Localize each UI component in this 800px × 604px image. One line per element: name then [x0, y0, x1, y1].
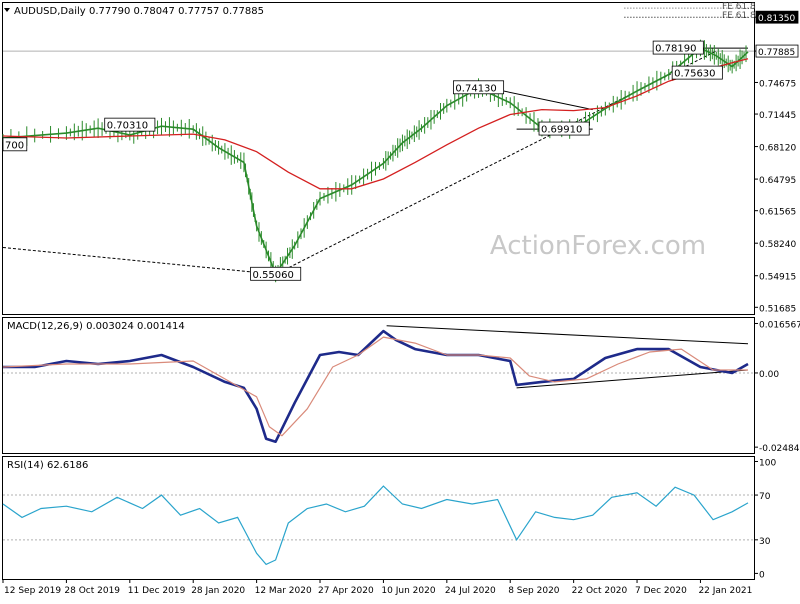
x-tick-label: 10 Jun 2020	[381, 586, 435, 596]
rsi-header: RSI(14) 62.6186	[7, 460, 88, 471]
y-tick-label: 100	[759, 458, 776, 468]
x-tick-label: 12 Sep 2019	[4, 586, 61, 596]
x-tick-label: 22 Oct 2020	[572, 586, 628, 596]
price-ohlc-label: 0.77790 0.78047 0.77757 0.77885	[89, 6, 264, 17]
x-tick-label: 11 Dec 2019	[128, 586, 186, 596]
dropdown-triangle-icon	[4, 8, 10, 12]
fe-label-1: FE 61.8	[722, 2, 756, 12]
macd-header: MACD(12,26,9) 0.003024 0.001414	[7, 321, 185, 332]
rsi-series	[2, 485, 749, 566]
price-annotation-label: 0.69910	[541, 125, 582, 136]
macd-trend-line	[516, 369, 749, 389]
y-tick-label: 0.61565	[759, 208, 796, 218]
y-tick-label: 0.016567	[759, 320, 800, 330]
x-tick-label: 28 Jan 2020	[191, 586, 245, 596]
macd-trend-line	[386, 325, 749, 345]
price-panel	[2, 2, 755, 315]
x-tick-label: 8 Sep 2020	[508, 586, 560, 596]
x-tick-label: 28 Oct 2019	[64, 586, 120, 596]
y-tick-label: 0.00	[759, 370, 779, 380]
y-tick-label: 0.81350	[758, 14, 795, 24]
y-tick-label: 0.64795	[759, 176, 796, 186]
price-symbol-label: AUDUSD,Daily	[14, 6, 86, 17]
y-tick-label: 0.58240	[759, 240, 796, 250]
y-tick-label: -0.02484	[759, 444, 800, 454]
x-tick-label: 24 Jul 2020	[445, 586, 496, 596]
macd-panel	[2, 317, 755, 454]
price-annotation-box	[453, 80, 505, 95]
x-tick-label: 27 Apr 2020	[318, 586, 374, 596]
fe-price-badge	[755, 10, 799, 24]
x-tick-label: 12 Mar 2020	[255, 586, 312, 596]
price-annotation-box	[652, 40, 704, 55]
fe-label-2: FE 61.8	[722, 11, 756, 21]
y-tick-label: 0.77885	[758, 48, 795, 58]
moving-average-series	[2, 58, 749, 190]
x-tick-label: 7 Dec 2020	[635, 586, 687, 596]
trend-line	[2, 247, 276, 275]
signal-series	[2, 336, 748, 437]
y-tick-label: 70	[759, 492, 771, 502]
chart-marks: 12 Sep 2019 28 Oct 2019 11 Dec 2019 28 Jan …	[2, 7, 800, 596]
y-tick-label: 0.74675	[759, 79, 796, 89]
y-tick-label: 0	[759, 570, 765, 580]
price-annotation-label: 0.55060	[253, 270, 294, 281]
price-annotation-box	[104, 117, 156, 132]
price-annotation-label: 700	[5, 140, 24, 151]
x-tick-label: 22 Jan 2021	[698, 586, 752, 596]
y-tick-label: 0.51685	[759, 304, 796, 314]
rsi-panel	[2, 456, 755, 580]
y-tick-label: 0.68120	[759, 144, 796, 154]
price-annotation-box	[671, 65, 723, 80]
y-tick-label: 30	[759, 537, 771, 547]
y-tick-label: 0.54915	[759, 273, 796, 283]
price-annotation-box	[2, 137, 28, 152]
price-annotation-box	[538, 121, 590, 136]
price-annotation-label: 0.75630	[674, 69, 715, 80]
watermark: ActionForex.com	[490, 231, 706, 261]
price-annotation-box	[250, 266, 302, 281]
price-annotation-label: 0.74130	[455, 83, 496, 94]
y-tick-label: 0.71445	[759, 111, 796, 121]
trend-line	[487, 87, 593, 111]
price-annotation-label: 0.78190	[655, 44, 696, 55]
current-price-badge	[755, 44, 799, 58]
price-annotation-label: 0.70310	[107, 121, 148, 132]
